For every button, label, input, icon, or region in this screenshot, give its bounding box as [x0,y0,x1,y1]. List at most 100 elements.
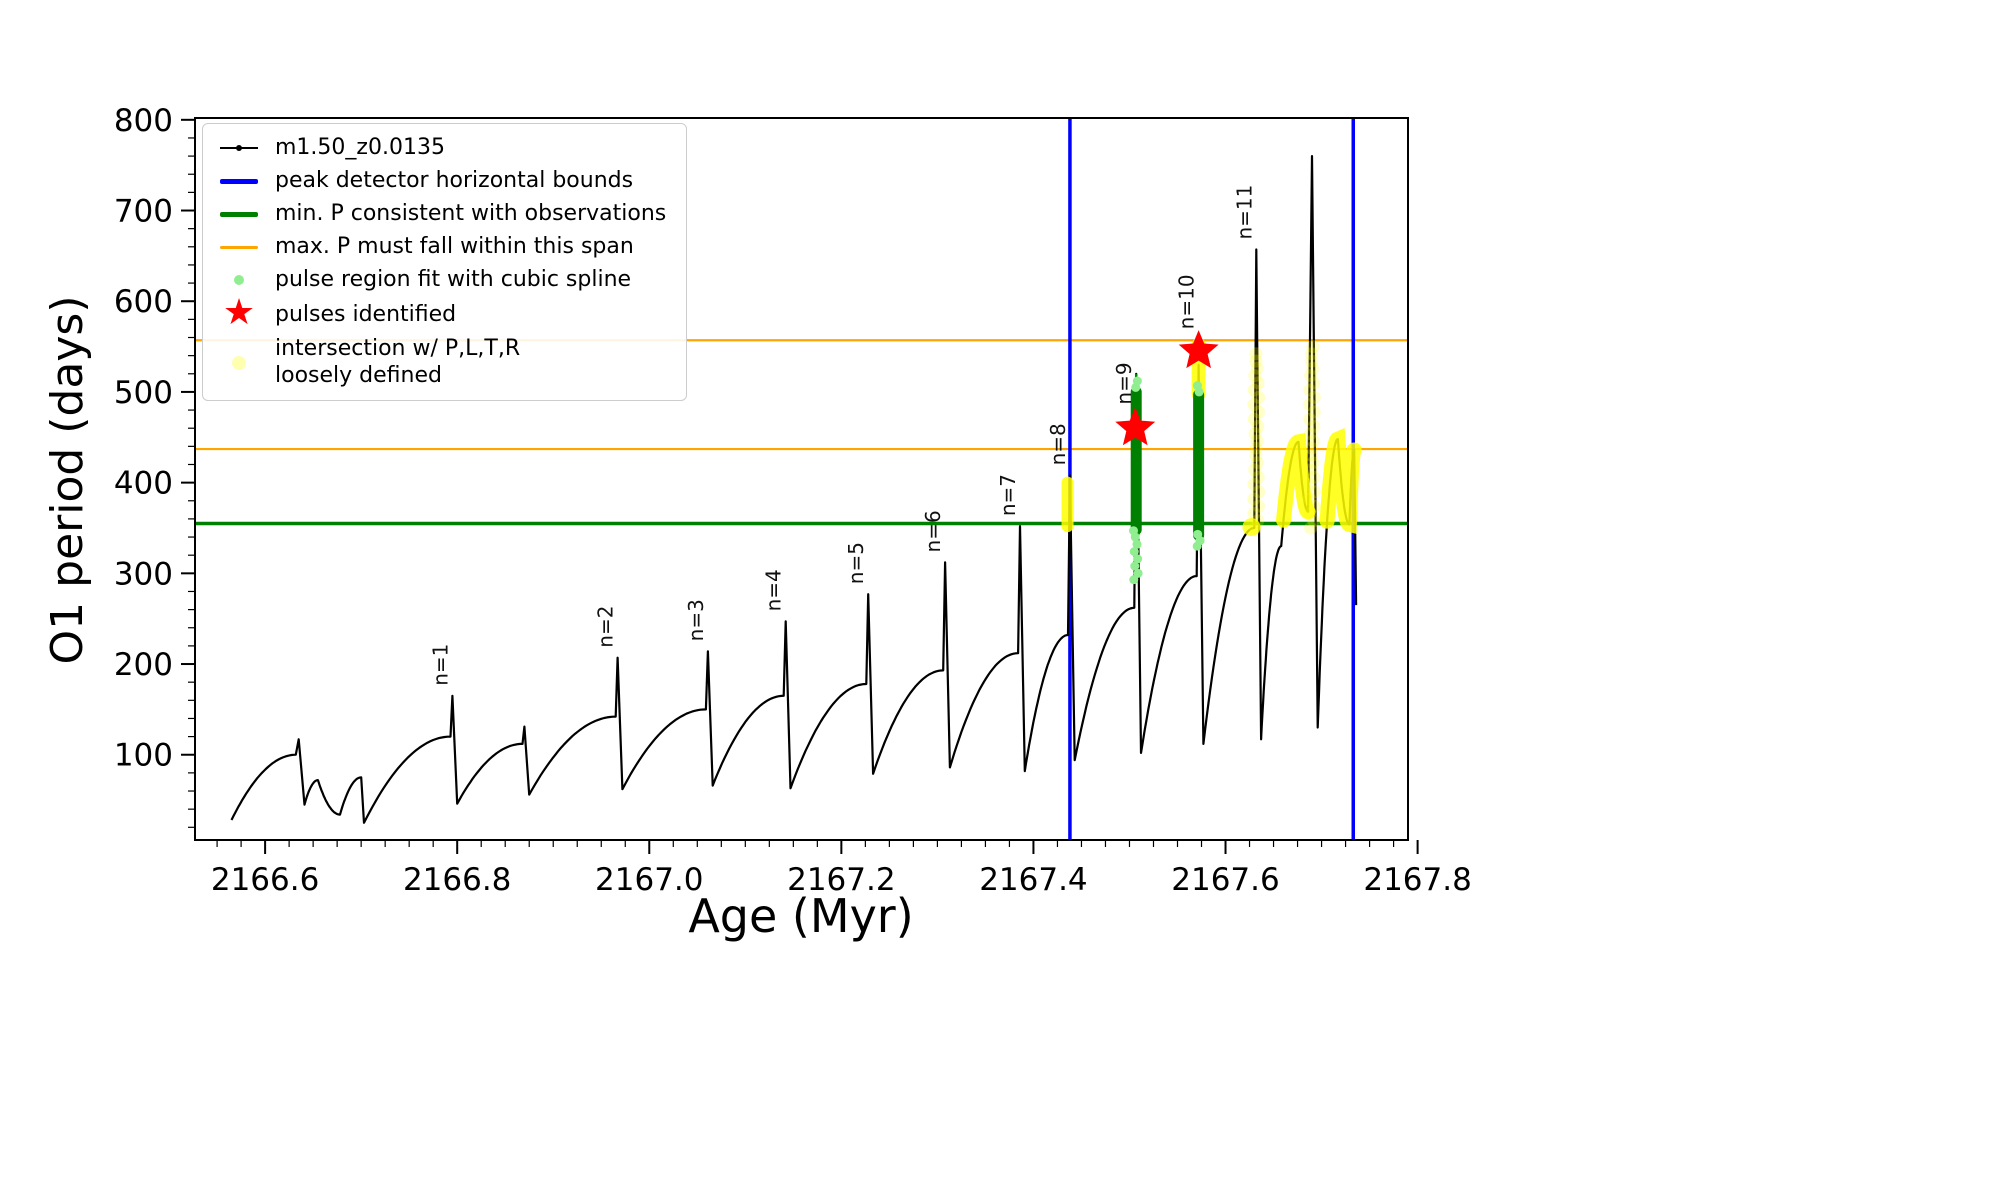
yellow-intersection-dot [1305,347,1319,361]
spline-fit-dot [1130,561,1140,571]
y-tick-label: 200 [114,647,173,683]
spline-fit-dot [1129,547,1139,557]
x-tick-label: 2167.6 [1171,862,1279,898]
yellow-intersection-dot [1304,463,1317,477]
green-line-marker-icon [215,211,263,217]
x-tick-label: 2167.4 [979,862,1087,898]
x-tick-label: 2167.2 [787,862,895,898]
yellow-intersection-dot [1307,390,1321,404]
legend-entry-label: intersection w/ P,L,T,R loosely defined [275,336,521,389]
yellow-intersection-dot [1304,521,1318,535]
spline-fit-dot [1129,526,1139,536]
yellow-intersection-dot [1247,477,1261,491]
yellow-intersection-dot [1307,514,1321,528]
pulse-number-label: n=10 [1175,274,1199,329]
legend-entry-label: min. P consistent with observations [275,200,667,226]
yellow-intersection-dot [1303,398,1317,412]
legend-entry: max. P must fall within this span [215,233,666,261]
spline-fit-dot [1193,529,1203,539]
lightgreen-dot-marker-icon [215,275,263,285]
yellow-intersection-dot [1249,347,1263,361]
y-tick-label: 600 [114,284,173,320]
yellow-intersection-dot [1252,390,1266,404]
yellow-intersection-arc [1319,428,1362,534]
y-tick-label: 400 [114,466,173,502]
legend-entry-label: pulses identified [275,301,457,327]
spline-fit-dot [1132,376,1142,386]
y-tick-label: 100 [114,738,173,774]
yellow-intersection-dot [1304,369,1318,383]
blue-line-marker-icon [215,178,263,184]
yellow-intersection-dot [1306,340,1320,354]
yellow-intersection-dot [1303,492,1317,506]
x-tick-label: 2167.8 [1363,862,1471,898]
yellow-intersection-dot [1307,499,1321,513]
yellow-intersection-dot [1305,448,1319,462]
x-axis-label: Age (Myr) [688,889,913,943]
yellow-intersection-dot [1252,485,1266,499]
yellow-intersection-dot [1303,412,1317,426]
yellow-intersection-dot [1250,434,1264,448]
legend-entry: m1.50_z0.0135 [215,134,666,162]
legend-entry: peak detector horizontal bounds [215,167,666,195]
legend-entry: ★ pulses identified [215,292,666,333]
yellow-intersection-dot [1307,405,1321,419]
yellow-intersection-dot [1303,383,1317,397]
yellow-intersection-dot [1247,383,1261,397]
yellow-intersection-dot [1242,518,1261,537]
spline-fit-dot [1192,381,1202,391]
pulse-number-label: n=5 [844,542,868,584]
yellow-intersection-dot [1307,419,1321,433]
yellow-intersection-dot [1304,427,1318,441]
plot-frame [194,117,1409,841]
pulse-number-label: n=8 [1046,423,1070,465]
legend-entry-label: m1.50_z0.0135 [275,134,445,160]
spline-fit-dot [1133,554,1143,564]
pulse-star-icon [1178,330,1219,369]
pulse-number-label: n=2 [594,606,618,648]
legend-entry-label: pulse region fit with cubic spline [275,266,632,292]
yellow-intersection-dot [1306,456,1320,470]
x-tick-label: 2166.8 [403,862,511,898]
spline-fit-dot [1133,568,1143,578]
legend-entry-label: peak detector horizontal bounds [275,167,634,193]
yellow-intersection-dot [1247,412,1261,426]
yellow-intersection-dot [1251,419,1265,433]
red-star-marker-icon: ★ [222,292,256,333]
pulse-number-label: n=6 [921,510,945,552]
pulse-number-label: n=4 [762,569,786,611]
pulse-number-label: n=9 [1112,362,1136,404]
yellow-intersection-dot [1249,354,1263,368]
yellow-intersection-dot [1247,492,1261,506]
yellow-intersection-dot [1306,434,1320,448]
yellow-intersection-dot [1252,499,1265,513]
pulse-number-label: n=11 [1232,185,1256,240]
pulse-number-label: n=7 [996,474,1020,516]
yellow-intersection-dot [1251,470,1265,484]
orange-line-marker-icon [215,245,263,249]
yellow-intersection-dot [1248,427,1262,441]
legend-entry: min. P consistent with observations [215,200,666,228]
series-line-marker-icon [215,144,263,151]
yellow-intersection-dot [1307,376,1321,390]
pulse-star-icon [1115,407,1156,446]
yellow-intersection-dot [1305,354,1319,368]
y-tick-label: 700 [114,194,173,230]
y-tick-label: 500 [114,375,173,411]
y-tick-label: 300 [114,556,173,592]
spline-fit-dot [1132,539,1142,549]
yellow-intersection-dot [1306,361,1320,375]
yellow-dot-marker-icon [215,356,263,371]
yellow-intersection-dot [1249,441,1263,455]
yellow-intersection-dot [1249,448,1263,462]
yellow-intersection-dot [1305,441,1319,455]
yellow-intersection-dot [1303,477,1317,491]
yellow-intersection-dot [1247,398,1261,412]
y-tick-label: 800 [114,103,173,139]
yellow-intersection-dot [1247,507,1261,520]
yellow-intersection-dot [1251,376,1265,390]
pulse-number-label: n=3 [684,599,708,641]
